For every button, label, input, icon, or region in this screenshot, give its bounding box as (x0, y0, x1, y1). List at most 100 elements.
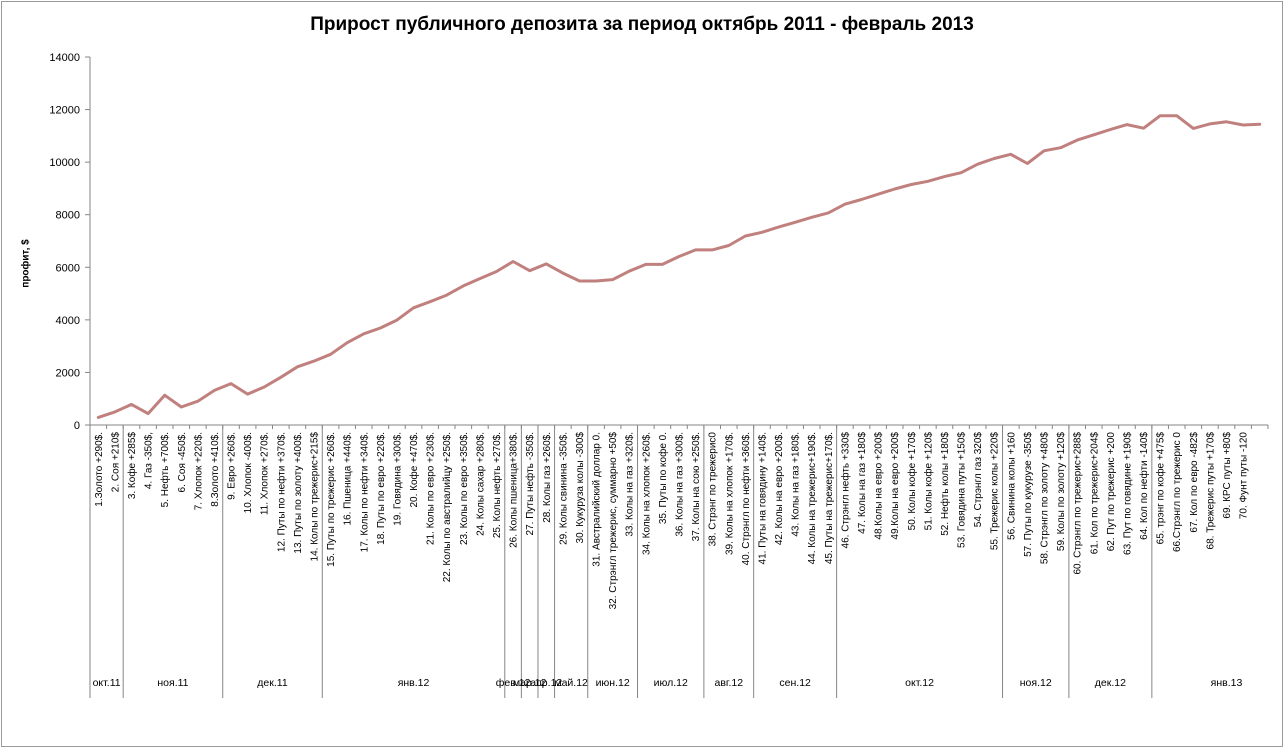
data-point (976, 163, 979, 165)
category-label: 24. Колы сахар +280$. (475, 432, 486, 536)
data-point (877, 193, 879, 195)
category-label: 49.Колы на евро +200$ (890, 432, 901, 540)
data-point (694, 249, 697, 251)
data-point (578, 280, 581, 282)
month-group-label: ноя.11 (157, 677, 188, 689)
data-point (1126, 123, 1128, 126)
category-label: 30. Кукуруза колы -300$ (575, 432, 586, 544)
category-label: 14. Колы по трежерис+215$ (309, 432, 320, 562)
category-label: 11. Хлопок +270$. (260, 432, 271, 515)
category-label: 23. Колы по евро +350$. (459, 432, 470, 545)
month-group-label: апр.12 (530, 677, 562, 689)
data-point (927, 180, 929, 183)
data-point (462, 285, 465, 287)
data-point (678, 255, 680, 258)
data-point (1043, 150, 1045, 152)
category-label: 55. Трежерис колы +220$ (990, 432, 1001, 551)
data-point (1109, 128, 1112, 131)
data-point (512, 260, 514, 263)
category-label: 43. Колы на газ +180$. (791, 432, 802, 537)
data-point (197, 400, 199, 403)
data-point (329, 353, 332, 356)
category-label: 67. Кол по евро -482$ (1189, 432, 1200, 533)
category-label: 8.Золото +410$. (210, 432, 221, 507)
data-point (794, 221, 796, 224)
month-group-label: дек.12 (1095, 677, 1126, 689)
data-point (943, 175, 946, 178)
category-label: 48.Колы на евро +200$ (874, 432, 885, 540)
data-point (130, 403, 133, 406)
category-label: 26. Колы пшеница+380$. (509, 432, 520, 548)
month-group-label: авг.12 (714, 677, 743, 689)
y-tick-label: 12000 (49, 105, 80, 117)
category-label: 37. Колы на сою +250$. (691, 432, 702, 541)
data-point (445, 294, 448, 296)
data-point (429, 300, 431, 303)
data-point (280, 376, 282, 379)
category-label: 33. Колы на газ +320$. (625, 432, 636, 537)
category-label: 28. Колы газ +260$. (542, 432, 553, 523)
category-label: 29. Колы свинина -350$. (558, 432, 569, 545)
data-point (313, 360, 315, 362)
y-tick-label: 8000 (56, 210, 80, 222)
category-label: 65. трэнг по кофе +475$ (1155, 432, 1167, 545)
data-point (910, 183, 913, 186)
y-tick-label: 6000 (56, 262, 80, 274)
data-point (628, 270, 630, 273)
month-group-label: июл.12 (654, 677, 688, 689)
data-point (761, 231, 763, 234)
data-point (711, 249, 713, 251)
data-point (528, 269, 531, 272)
data-point (1209, 123, 1211, 125)
category-label: 42. Колы на евро +200$. (774, 432, 785, 545)
data-point (396, 319, 398, 321)
category-label: 21. Колы по евро +230$. (426, 432, 437, 545)
data-point (363, 333, 365, 335)
data-point (1142, 127, 1145, 129)
month-group-label: май.12 (554, 677, 588, 689)
category-label: 60. Стрэнгл по трежерис+288$ (1073, 432, 1084, 575)
data-point (495, 270, 498, 273)
data-point (1159, 114, 1161, 117)
data-point (479, 277, 481, 280)
y-ticks: 0 2000 4000 6000 8000 10000 12000 14000 (49, 52, 90, 432)
data-point (246, 393, 249, 395)
category-label: 9. Евро +260$. (227, 432, 238, 500)
data-point (230, 382, 232, 385)
data-point (993, 157, 995, 160)
data-point (1076, 139, 1078, 141)
y-tick-label: 4000 (56, 315, 80, 327)
data-point (213, 389, 216, 392)
category-label: 59. Колы по золоту +120$ (1056, 432, 1067, 552)
category-label: 45. Путы на трежерис+170$. (824, 432, 835, 564)
category-label: 13. Путы по золоту +400$. (293, 432, 304, 554)
data-point (844, 203, 846, 205)
data-point (661, 263, 664, 266)
data-point (1026, 162, 1029, 165)
data-point (346, 341, 349, 344)
category-label: 64. Кол по нефти -140$ (1138, 432, 1150, 540)
month-group-label: ноя.12 (1020, 677, 1052, 689)
data-point (147, 412, 149, 415)
chart-title: Прирост публичного депозита за период ок… (310, 14, 974, 35)
category-label: 62. Пут по трежерис +200 (1106, 432, 1117, 552)
category-label: 34. Колы на хлопок +260$. (641, 432, 652, 555)
category-label: 50. Колы кофе +170$ (906, 432, 918, 531)
data-point (97, 416, 100, 419)
y-tick-label: 10000 (49, 157, 80, 169)
data-point (728, 244, 730, 247)
category-label: 25. Колы нефть +270$. (491, 432, 503, 538)
category-label: 22. Колы по австралийцу +250$. (442, 432, 453, 582)
month-group-label: мар.12 (513, 677, 547, 689)
category-label: 17. Колы по нефти +340$. (358, 432, 370, 552)
month-group-label: сен.12 (779, 677, 811, 689)
data-point (163, 394, 166, 397)
data-point (296, 366, 299, 368)
data-point (545, 263, 548, 265)
data-point (827, 212, 830, 214)
y-tick-label: 2000 (56, 367, 80, 379)
month-group-label: янв.12 (398, 677, 430, 689)
data-point (180, 406, 183, 408)
category-labels: 1.Золото +290$. 2. Соя +210$ 3. Кофе +285$… (94, 432, 1250, 610)
data-point (263, 386, 266, 388)
